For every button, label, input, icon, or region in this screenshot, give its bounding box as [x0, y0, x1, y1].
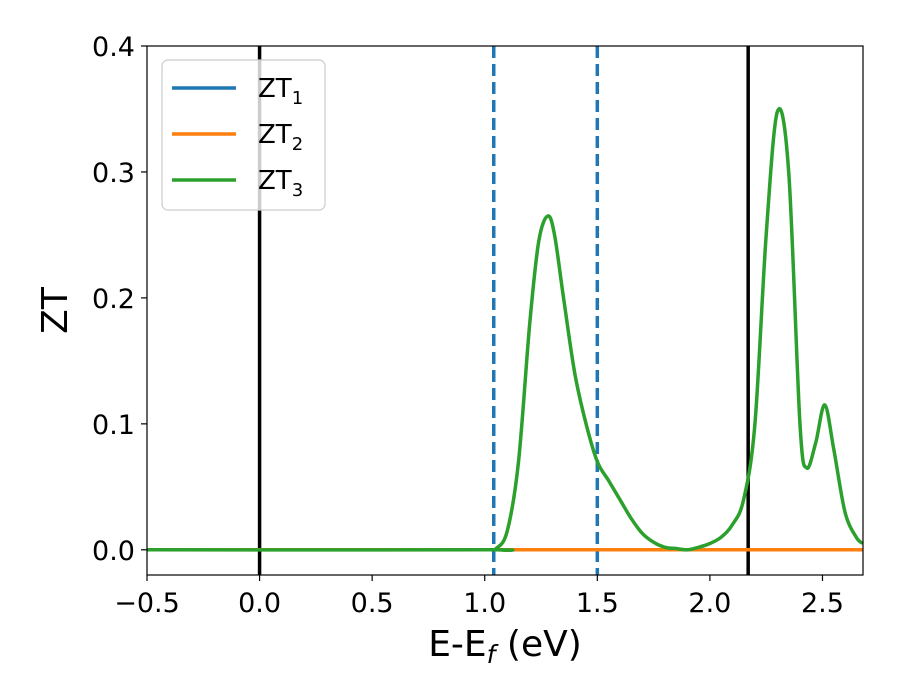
x-tick-label: 2.0 — [688, 588, 731, 619]
y-tick-label: 0.3 — [92, 158, 135, 189]
legend-label-3: ZT3 — [258, 166, 303, 201]
legend: ZT1 ZT2 ZT3 — [161, 59, 326, 211]
x-tick-label: 1.5 — [576, 588, 619, 619]
y-tick-label: 0.2 — [92, 284, 135, 315]
x-tick-label: 0.0 — [238, 588, 281, 619]
legend-box — [161, 59, 326, 211]
x-tick-label: 1.0 — [463, 588, 506, 619]
series-lines — [147, 107, 863, 553]
y-tick-label: 0.4 — [92, 32, 135, 63]
y-axis-label: ZT — [35, 286, 76, 334]
y-tick-label: 0.1 — [92, 410, 135, 441]
vertical-reference-lines — [257, 46, 750, 575]
legend-label-2: ZT2 — [258, 120, 303, 155]
x-tick-label: 2.5 — [801, 588, 844, 619]
y-axis-ticks: 0.0 0.1 0.2 0.3 0.4 — [92, 32, 147, 567]
y-tick-label: 0.0 — [92, 536, 135, 567]
plot-frame — [146, 45, 864, 576]
x-axis-label: E-Ef (eV) — [428, 624, 582, 669]
legend-label-1: ZT1 — [258, 74, 303, 109]
series-line-3 — [147, 107, 863, 553]
x-tick-label: −0.5 — [114, 588, 180, 619]
x-tick-label: 0.5 — [351, 588, 394, 619]
x-axis-ticks: −0.5 0.0 0.5 1.0 1.5 2.0 2.5 — [114, 575, 844, 619]
